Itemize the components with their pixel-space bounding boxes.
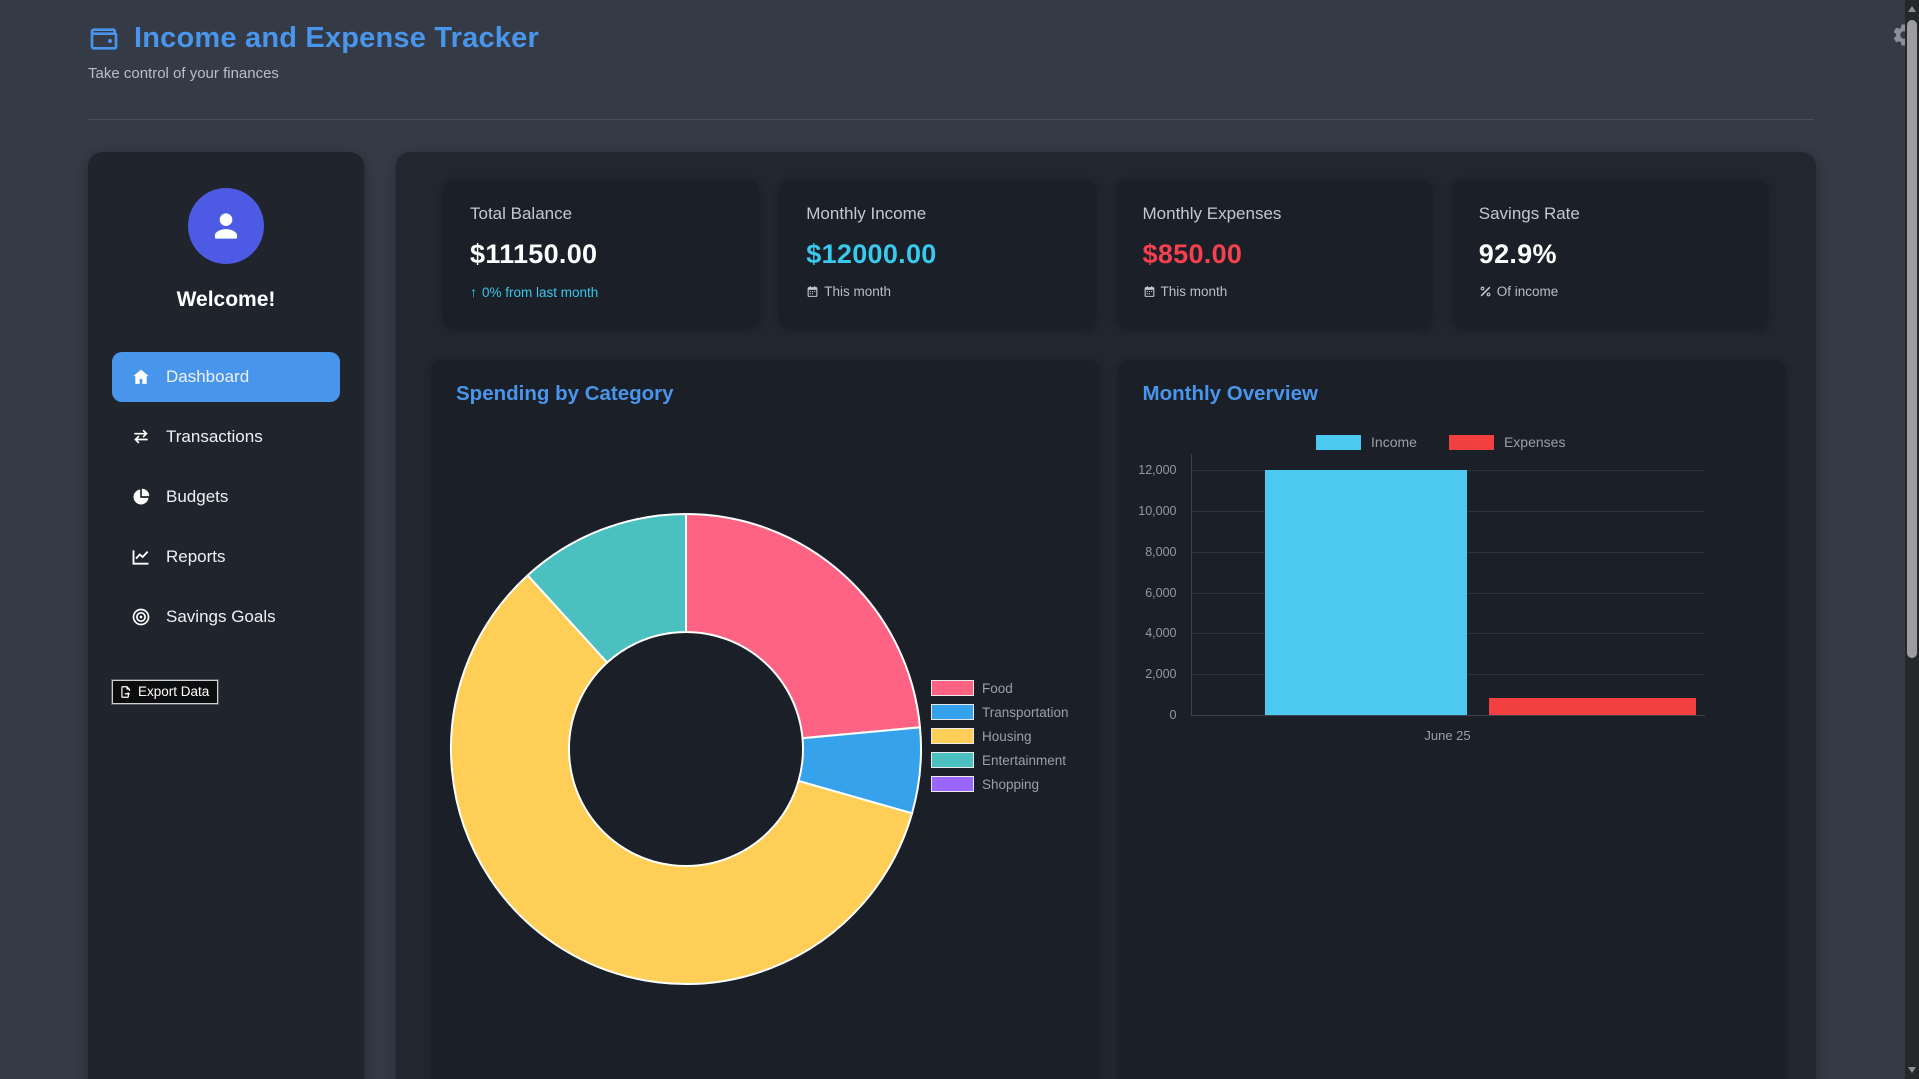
welcome-text: Welcome! <box>176 288 276 311</box>
legend-item-housing[interactable]: Housing <box>931 728 1069 744</box>
overview-chart-title: Monthly Overview <box>1142 382 1318 405</box>
spending-chart-title: Spending by Category <box>456 382 674 405</box>
page-subtitle: Take control of your finances <box>88 65 279 82</box>
sidebar-item-label: Savings Goals <box>166 607 276 626</box>
avatar <box>188 188 264 264</box>
export-data-label: Export Data <box>138 684 210 699</box>
stat-card-savings-rate: Savings Rate 92.9% Of income <box>1452 180 1768 327</box>
y-tick-label: 0 <box>1169 708 1177 722</box>
pie-chart-icon <box>130 487 152 507</box>
monthly-overview-card: Monthly Overview Income Expenses 0 2,000 4,0… <box>1118 360 1786 1079</box>
file-export-icon <box>119 685 133 699</box>
calendar-icon <box>806 285 819 298</box>
stat-card-monthly-income: Monthly Income $12000.00 This month <box>780 180 1096 327</box>
stat-label: Monthly Income <box>806 204 927 223</box>
doughnut-legend: Food Transportation Housing Entertainment Sh… <box>931 680 1069 800</box>
stat-sub-text: This month <box>824 284 892 299</box>
doughnut-chart <box>450 512 922 985</box>
arrow-up-icon: ↑ <box>470 284 477 300</box>
stat-label: Monthly Expenses <box>1142 204 1282 223</box>
stat-sub: This month <box>806 284 1069 299</box>
vertical-scrollbar <box>1905 0 1919 1079</box>
legend-label-income[interactable]: Income <box>1371 434 1417 450</box>
y-tick-label: 10,000 <box>1138 503 1177 518</box>
scrollbar-up-arrow[interactable] <box>1908 6 1916 12</box>
charts-row: Spending by Category Food Transportation H… <box>432 360 1785 1079</box>
legend-swatch <box>931 728 974 744</box>
stats-row: Total Balance $11150.00 ↑ 0% from last m… <box>444 180 1768 327</box>
spending-by-category-card: Spending by Category Food Transportation H… <box>432 360 1099 1079</box>
sidebar-item-savings-goals[interactable]: Savings Goals <box>112 592 340 642</box>
scrollbar-down-arrow[interactable] <box>1908 1067 1916 1073</box>
legend-label: Food <box>982 680 1013 696</box>
stat-sub-text: Of income <box>1496 284 1559 299</box>
bar-chart: Income Expenses 0 2,000 4,000 6,000 8,000 10,00… <box>1119 360 1786 1079</box>
stat-sub: This month <box>1143 284 1406 299</box>
legend-item-shopping[interactable]: Shopping <box>931 776 1069 792</box>
legend-label: Entertainment <box>982 752 1067 768</box>
x-axis <box>1190 715 1705 716</box>
stat-card-monthly-expenses: Monthly Expenses $850.00 This month <box>1116 180 1432 327</box>
sidebar-item-transactions[interactable]: Transactions <box>112 412 340 462</box>
main-panel: Total Balance $11150.00 ↑ 0% from last m… <box>396 152 1816 1079</box>
bar-expenses[interactable] <box>1488 697 1696 715</box>
y-axis <box>1190 454 1192 715</box>
app-header: Income and Expense Tracker Take control … <box>88 22 1814 82</box>
legend-label-expenses[interactable]: Expenses <box>1503 434 1566 450</box>
legend-label: Transportation <box>982 704 1069 720</box>
stat-card-total-balance: Total Balance $11150.00 ↑ 0% from last m… <box>444 180 760 327</box>
legend-swatch-expenses[interactable] <box>1448 434 1494 450</box>
y-tick-label: 6,000 <box>1145 585 1177 600</box>
stat-label: Total Balance <box>470 204 573 223</box>
header-divider <box>88 119 1814 120</box>
sidebar-item-label: Transactions <box>166 427 263 446</box>
wallet-icon <box>88 23 120 55</box>
legend-item-entertainment[interactable]: Entertainment <box>931 752 1069 768</box>
donut-slice-food[interactable] <box>685 512 922 740</box>
donut-slice-housing[interactable] <box>450 573 914 985</box>
stat-sub-text: This month <box>1160 284 1228 299</box>
y-tick-label: 4,000 <box>1145 626 1177 641</box>
y-tick-label: 12,000 <box>1138 463 1177 477</box>
sidebar-item-budgets[interactable]: Budgets <box>112 472 340 522</box>
legend-label: Housing <box>982 728 1032 744</box>
stat-sub-text: 0% from last month <box>482 284 599 300</box>
bullseye-icon <box>130 607 152 627</box>
legend-swatch <box>931 752 974 768</box>
transfer-arrows-icon <box>130 427 152 447</box>
sidebar: Welcome! Dashboard Transactions Budgets … <box>88 152 364 1079</box>
stat-label: Savings Rate <box>1478 204 1580 223</box>
sidebar-item-label: Reports <box>166 547 226 566</box>
percent-icon <box>1479 285 1492 298</box>
legend-label: Shopping <box>982 776 1040 792</box>
sidebar-item-label: Budgets <box>166 487 229 506</box>
bar-legend: Income Expenses <box>1119 434 1786 450</box>
bar-income[interactable] <box>1264 470 1467 715</box>
legend-item-food[interactable]: Food <box>931 680 1069 696</box>
donut-slice-entertainment[interactable] <box>526 512 687 664</box>
y-tick-label: 2,000 <box>1145 667 1177 682</box>
sidebar-item-label: Dashboard <box>166 367 250 386</box>
stat-value: 92.9% <box>1478 239 1557 269</box>
legend-swatch-income[interactable] <box>1316 434 1362 450</box>
calendar-icon <box>1143 285 1156 298</box>
sidebar-item-dashboard[interactable]: Dashboard <box>112 352 340 402</box>
legend-swatch <box>931 680 974 696</box>
export-data-button[interactable]: Export Data <box>110 679 220 705</box>
home-icon <box>130 367 152 387</box>
line-chart-icon <box>130 547 152 567</box>
scrollbar-thumb[interactable] <box>1907 20 1917 658</box>
sidebar-item-reports[interactable]: Reports <box>112 532 340 582</box>
page-title: Income and Expense Tracker <box>134 22 539 54</box>
legend-swatch <box>931 704 974 720</box>
x-category-label: June 25 <box>1424 728 1471 743</box>
stat-sub: ↑ 0% from last month <box>470 284 733 300</box>
stat-value: $850.00 <box>1142 239 1243 269</box>
stat-sub: Of income <box>1479 284 1742 299</box>
legend-swatch <box>931 776 974 792</box>
stat-value: $11150.00 <box>470 239 598 269</box>
y-tick-label: 8,000 <box>1145 544 1177 559</box>
stat-value: $12000.00 <box>806 239 937 269</box>
legend-item-transportation[interactable]: Transportation <box>931 704 1069 720</box>
